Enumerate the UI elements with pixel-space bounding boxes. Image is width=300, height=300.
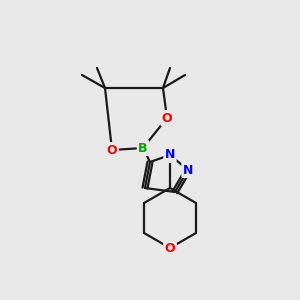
Text: O: O	[162, 112, 172, 124]
Text: O: O	[165, 242, 175, 254]
Text: B: B	[138, 142, 148, 154]
Text: N: N	[183, 164, 193, 176]
Text: O: O	[107, 143, 117, 157]
Text: N: N	[165, 148, 175, 161]
